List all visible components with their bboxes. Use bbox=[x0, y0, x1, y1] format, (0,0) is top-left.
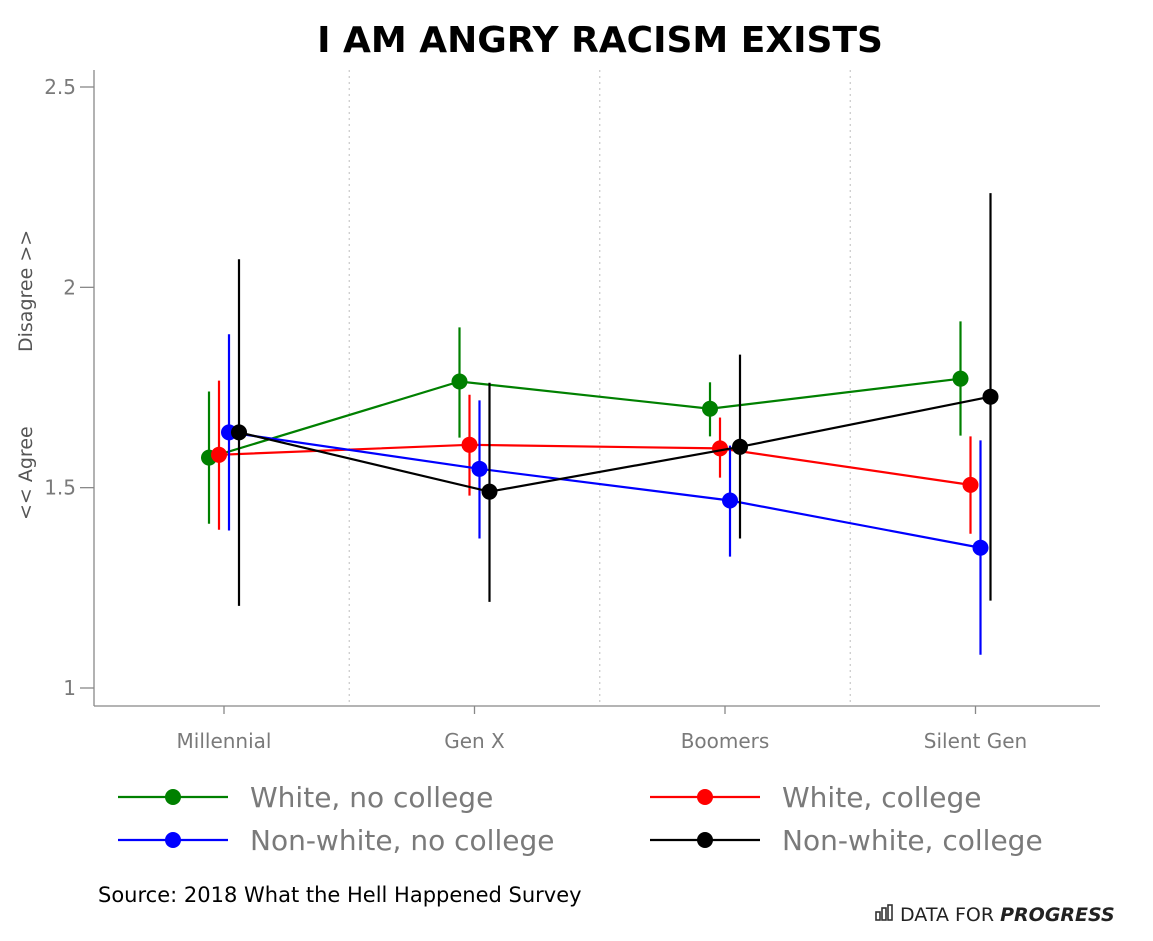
series-non-white-college bbox=[231, 193, 999, 606]
data-point bbox=[231, 424, 247, 441]
data-point bbox=[952, 370, 969, 387]
x-tick-label: Millennial bbox=[177, 729, 272, 753]
legend-marker bbox=[165, 832, 181, 848]
axes bbox=[93, 70, 1100, 707]
data-point bbox=[722, 492, 738, 509]
data-point bbox=[712, 440, 728, 457]
legend-label: Non-white, no college bbox=[250, 824, 554, 857]
y-axis-label-agree: << Agree bbox=[15, 426, 37, 520]
x-tick-label: Gen X bbox=[444, 729, 505, 753]
data-point bbox=[451, 373, 468, 390]
legend-label: White, college bbox=[782, 781, 982, 814]
series-non-white-no-college bbox=[221, 334, 989, 655]
source-note: Source: 2018 What the Hell Happened Surv… bbox=[98, 883, 582, 907]
series-line bbox=[218, 443, 971, 486]
brand-name-regular: DATA FOR bbox=[900, 904, 1000, 926]
y-tick-label: 1.5 bbox=[44, 476, 76, 500]
legend-item-non-white-no-college: Non-white, no college bbox=[118, 824, 554, 857]
data-point bbox=[702, 400, 718, 417]
data-point bbox=[982, 388, 999, 405]
legend-item-white-college: White, college bbox=[650, 781, 982, 814]
legend-label: Non-white, college bbox=[782, 824, 1043, 857]
y-tick-label: 2 bbox=[63, 275, 76, 299]
x-tick-label: Silent Gen bbox=[924, 729, 1027, 753]
grid bbox=[348, 70, 851, 706]
brand-name-bold: PROGRESS bbox=[1000, 904, 1115, 926]
data-point bbox=[471, 460, 488, 477]
brand-logo: DATA FOR PROGRESS bbox=[875, 904, 1115, 926]
legend-marker bbox=[697, 789, 713, 805]
y-axis-label-disagree: Disagree >> bbox=[15, 230, 37, 352]
x-ticks: Millennial Gen X Boomers Silent Gen bbox=[177, 706, 1027, 753]
series-layer bbox=[201, 193, 999, 655]
series-line bbox=[238, 395, 991, 493]
x-tick-label: Boomers bbox=[681, 729, 770, 753]
legend-marker bbox=[165, 789, 181, 805]
legend-item-white-no-college: White, no college bbox=[118, 781, 493, 814]
data-point bbox=[211, 446, 227, 463]
y-tick-label: 1 bbox=[63, 676, 76, 700]
legend-item-non-white-college: Non-white, college bbox=[650, 824, 1043, 857]
series-white-college bbox=[211, 380, 979, 534]
series-white-no-college bbox=[201, 321, 969, 524]
y-tick-label: 2.5 bbox=[44, 75, 76, 99]
bar-chart-icon bbox=[875, 904, 893, 921]
data-point bbox=[972, 539, 989, 556]
y-ticks: 1 1.5 2 2.5 bbox=[44, 75, 94, 700]
series-line bbox=[228, 431, 981, 549]
legend: White, no college White, college Non-white… bbox=[118, 781, 1043, 857]
legend-marker bbox=[697, 832, 713, 848]
series-line bbox=[208, 377, 961, 459]
y-axis-title: Disagree >> << Agree bbox=[15, 230, 37, 520]
data-point bbox=[481, 483, 498, 500]
brand-name: DATA FOR PROGRESS bbox=[900, 904, 1115, 926]
data-point bbox=[962, 476, 979, 493]
data-point bbox=[461, 436, 478, 453]
legend-label: White, no college bbox=[250, 781, 493, 814]
data-point bbox=[732, 438, 748, 455]
chart-title: I AM ANGRY RACISM EXISTS bbox=[317, 20, 883, 61]
